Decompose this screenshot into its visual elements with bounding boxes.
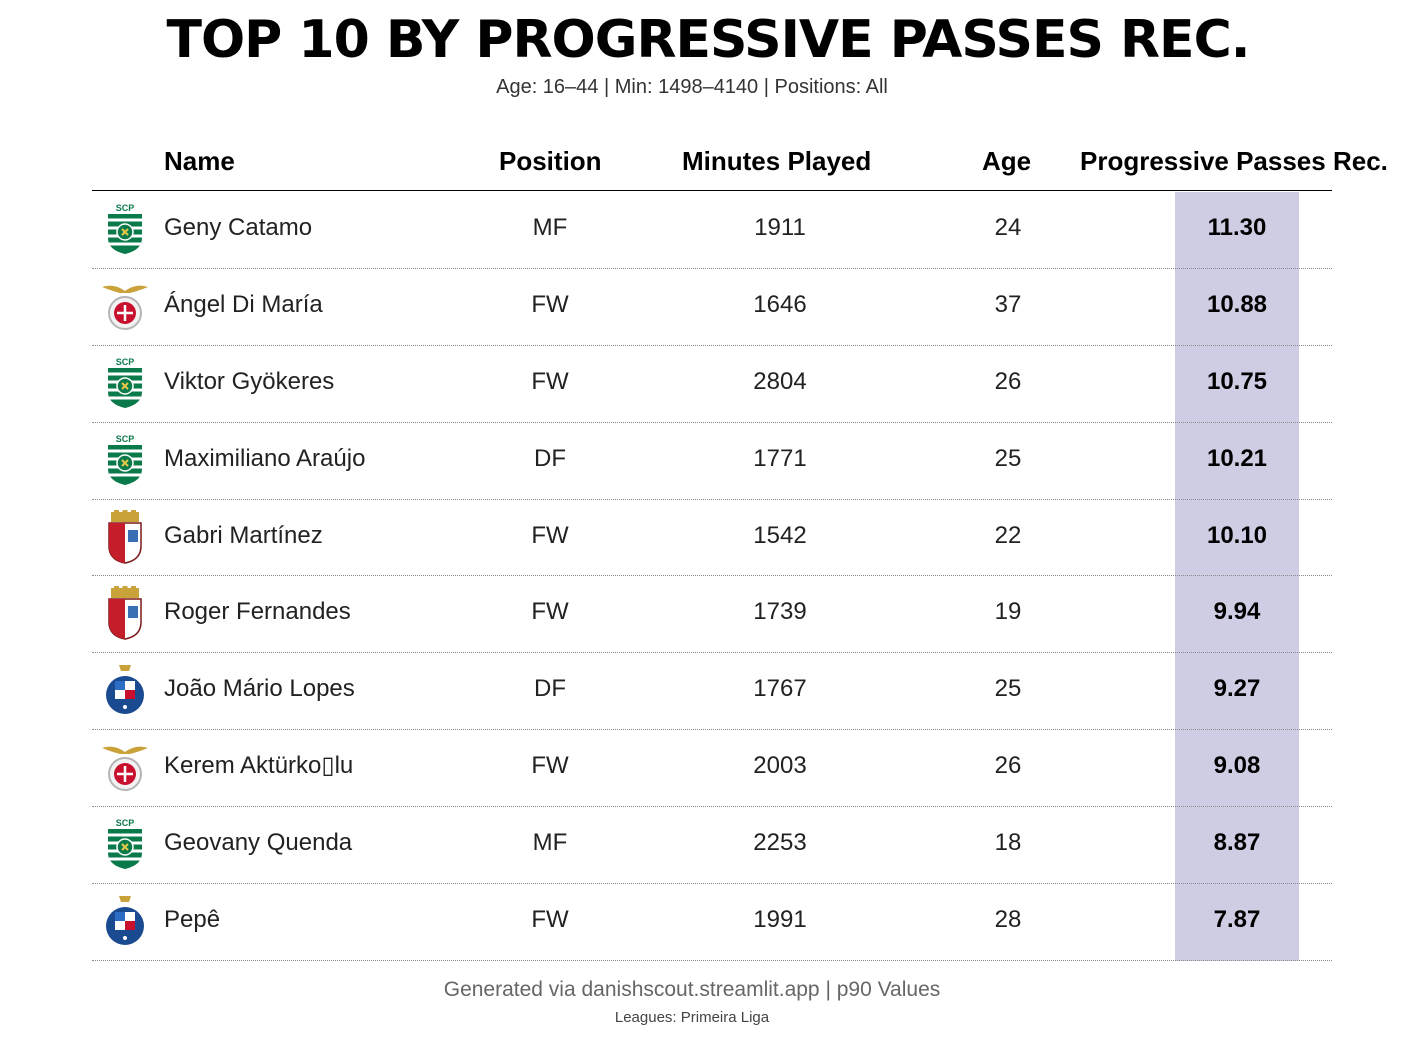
table-row: Roger Fernandes FW 1739 19 9.94 xyxy=(0,576,1416,654)
header-name: Name xyxy=(164,146,235,176)
player-position: FW xyxy=(531,521,569,549)
player-progressive-passes-rec: 10.75 xyxy=(1206,367,1268,395)
porto-crest-icon xyxy=(100,663,150,717)
table-row: Kerem Aktürko▯l​u FW 2003 26 9.08 xyxy=(0,730,1416,808)
player-progressive-passes-rec: 11.30 xyxy=(1207,214,1267,241)
player-age: 19 xyxy=(994,598,1022,626)
player-minutes: 1739 xyxy=(753,598,807,626)
player-name: Roger Fernandes xyxy=(164,598,351,626)
footer-credit: Generated via danishscout.streamlit.app … xyxy=(443,978,941,1001)
chart-subtitle: Age: 16–44 | Min: 1498–4140 | Positions:… xyxy=(496,76,888,98)
braga-crest-icon xyxy=(100,509,150,564)
header-metric: Progressive Passes Rec. xyxy=(1080,146,1388,176)
porto-crest-icon xyxy=(100,894,150,948)
player-age: 18 xyxy=(994,829,1022,857)
player-position: MF xyxy=(532,214,568,241)
player-name: Kerem Aktürko▯l​u xyxy=(164,752,354,780)
table-row: SCP Viktor Gyökeres FW 2804 26 10.75 xyxy=(0,346,1416,423)
player-progressive-passes-rec: 7.87 xyxy=(1213,906,1261,934)
metric-highlight-column xyxy=(1175,192,1299,961)
chart-title: TOP 10 BY PROGRESSIVE PASSES REC. xyxy=(166,10,1251,70)
player-position: DF xyxy=(534,444,566,472)
player-name: Geny Catamo xyxy=(164,214,313,241)
player-position: FW xyxy=(531,367,569,395)
player-name: Ángel Di María xyxy=(164,290,323,318)
player-name: Gabri Martínez xyxy=(164,521,323,549)
header-minutes: Minutes Played xyxy=(682,146,872,176)
player-position: DF xyxy=(534,675,566,703)
table-row: João Mário Lopes DF 1767 25 9.27 xyxy=(0,653,1416,731)
player-minutes: 2253 xyxy=(753,829,807,857)
player-minutes: 1771 xyxy=(753,444,807,472)
player-progressive-passes-rec: 10.21 xyxy=(1206,444,1268,472)
player-minutes: 2804 xyxy=(753,367,807,395)
table-row: Pepê FW 1991 28 7.87 xyxy=(0,884,1416,961)
player-progressive-passes-rec: 9.08 xyxy=(1213,752,1261,780)
player-minutes: 1542 xyxy=(753,521,807,549)
player-progressive-passes-rec: 10.10 xyxy=(1206,521,1268,549)
header-rule xyxy=(92,190,1332,191)
benfica-crest-icon xyxy=(100,740,150,794)
player-position: FW xyxy=(531,906,569,934)
player-age: 26 xyxy=(994,367,1022,395)
header-position: Position xyxy=(499,146,602,176)
player-progressive-passes-rec: 9.94 xyxy=(1213,598,1261,626)
svg-text:SCP: SCP xyxy=(116,434,135,444)
sporting-crest-icon: SCP xyxy=(100,433,150,487)
table-header: Name Position Minutes Played Age Progres… xyxy=(0,146,1416,182)
player-position: FW xyxy=(531,290,569,318)
table-row: SCP Maximiliano Araújo DF 1771 25 10.21 xyxy=(0,423,1416,500)
svg-text:SCP: SCP xyxy=(116,203,135,213)
player-position: FW xyxy=(531,752,569,780)
player-age: 28 xyxy=(994,906,1022,934)
player-position: MF xyxy=(532,829,568,857)
table-row: SCP Geny Catamo MF 1911 24 11.30 xyxy=(0,192,1416,269)
player-age: 22 xyxy=(994,521,1022,549)
braga-crest-icon xyxy=(100,586,150,641)
benfica-crest-icon xyxy=(100,279,150,333)
sporting-crest-icon: SCP xyxy=(100,202,150,256)
header-age: Age xyxy=(982,146,1032,176)
player-age: 25 xyxy=(994,675,1022,703)
svg-text:SCP: SCP xyxy=(116,357,135,367)
player-progressive-passes-rec: 10.88 xyxy=(1206,290,1268,318)
player-minutes: 1911 xyxy=(754,214,806,241)
player-progressive-passes-rec: 9.27 xyxy=(1213,675,1261,703)
footer-leagues: Leagues: Primeira Liga xyxy=(614,1009,770,1026)
player-position: FW xyxy=(531,598,569,626)
player-progressive-passes-rec: 8.87 xyxy=(1213,829,1261,857)
player-age: 24 xyxy=(994,214,1022,241)
player-name: Maximiliano Araújo xyxy=(164,444,366,472)
player-minutes: 1991 xyxy=(753,906,807,934)
table-row: Gabri Martínez FW 1542 22 10.10 xyxy=(0,500,1416,577)
player-age: 37 xyxy=(994,290,1022,318)
player-name: João Mário Lopes xyxy=(164,675,355,703)
player-minutes: 1767 xyxy=(753,675,807,703)
player-age: 25 xyxy=(994,444,1022,472)
table-body: SCP Geny Catamo MF 1911 24 11.30 Ángel Di Marí… xyxy=(0,192,1416,961)
player-name: Geovany Quenda xyxy=(164,829,353,857)
player-minutes: 2003 xyxy=(753,752,807,780)
player-name: Pepê xyxy=(164,906,221,934)
sporting-crest-icon: SCP xyxy=(100,817,150,871)
table-row: SCP Geovany Quenda MF 2253 18 8.87 xyxy=(0,807,1416,884)
player-age: 26 xyxy=(994,752,1022,780)
player-minutes: 1646 xyxy=(753,290,807,318)
svg-text:SCP: SCP xyxy=(116,818,135,828)
player-name: Viktor Gyökeres xyxy=(164,367,335,395)
table-row: Ángel Di María FW 1646 37 10.88 xyxy=(0,269,1416,346)
sporting-crest-icon: SCP xyxy=(100,356,150,410)
